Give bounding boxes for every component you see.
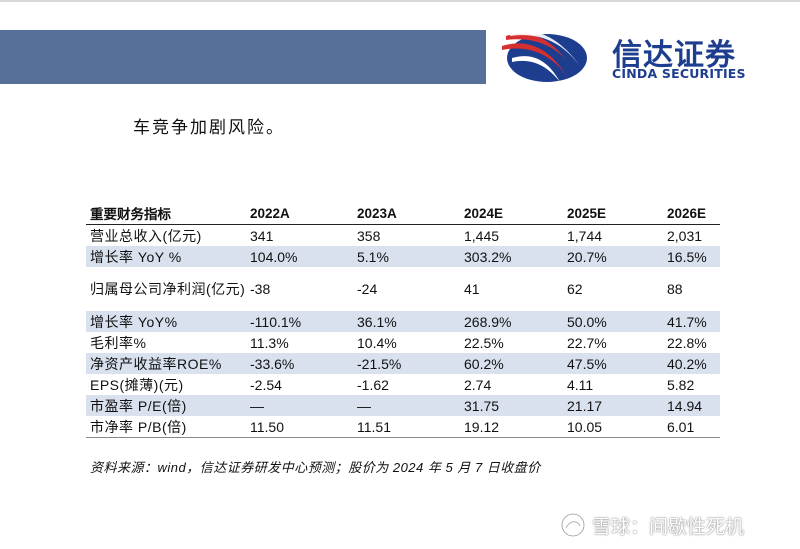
table-cell: 41 [464, 281, 480, 297]
table-cell: 6.01 [667, 418, 695, 435]
table-cell: 16.5% [663, 246, 720, 267]
table-cell: -21.5% [353, 353, 460, 374]
row-label: 增长率 YoY% [86, 311, 246, 332]
cinda-emblem-icon [502, 30, 587, 82]
table-cell: 5.1% [353, 246, 460, 267]
table-row: 增长率 YoY % 104.0% 5.1% 303.2% 20.7% 16.5% [86, 246, 720, 267]
table-header-row: 重要财务指标 2022A 2023A 2024E 2025E 2026E [86, 202, 720, 225]
table-cell: 22.8% [667, 334, 707, 351]
xueqiu-snowball-icon [560, 512, 586, 538]
table-cell: 303.2% [460, 246, 563, 267]
row-label: 毛利率% [90, 334, 147, 351]
table-cell: 22.7% [567, 334, 607, 351]
table-cell: 104.0% [246, 246, 353, 267]
watermark-text: 雪球：间歇性死机 [592, 515, 745, 538]
column-header: 2022A [250, 205, 290, 221]
table-cell: 19.12 [464, 418, 500, 435]
table-cell: -33.6% [246, 353, 353, 374]
table-row: 营业总收入(亿元) 341 358 1,445 1,744 2,031 [86, 225, 720, 247]
table-cell: 50.0% [563, 311, 663, 332]
table-cell: 11.51 [357, 418, 391, 435]
xueqiu-watermark: 雪球：间歇性死机 [560, 511, 744, 539]
table-cell: 60.2% [460, 353, 563, 374]
table-cell: 31.75 [460, 395, 563, 416]
table-cell: 1,744 [567, 227, 603, 244]
table-cell: 1,445 [464, 227, 500, 244]
row-label: 归属母公司净利润(亿元) [90, 281, 246, 297]
column-header: 2023A [357, 205, 397, 221]
table-cell: 358 [357, 227, 381, 244]
table-cell: 22.5% [464, 334, 504, 351]
table-row: 净资产收益率ROE% -33.6% -21.5% 60.2% 47.5% 40.… [86, 353, 720, 374]
table-cell: — [353, 395, 460, 416]
table-cell: 2,031 [667, 227, 703, 244]
source-note: 资料来源：wind，信达证券研发中心预测；股价为 2024 年 5 月 7 日收… [90, 460, 541, 475]
table-cell: -38 [250, 281, 271, 297]
table-cell: 4.11 [567, 376, 594, 393]
table-cell: 88 [667, 281, 683, 297]
table-cell: 62 [567, 281, 583, 297]
cinda-logo: 信达证券 CINDA SECURITIES [500, 24, 800, 88]
top-rule [0, 0, 800, 2]
row-label: 营业总收入(亿元) [90, 227, 202, 244]
table-cell: 36.1% [353, 311, 460, 332]
table-cell: -1.62 [357, 376, 389, 393]
table-cell: 20.7% [563, 246, 663, 267]
header-band [0, 30, 486, 84]
table-cell: 341 [250, 227, 274, 244]
row-label: 增长率 YoY % [86, 246, 246, 267]
table-cell: 41.7% [663, 311, 720, 332]
table-row: 市净率 P/B(倍) 11.50 11.51 19.12 10.05 6.01 [86, 416, 720, 438]
row-label: EPS(摊薄)(元) [90, 376, 184, 393]
row-label: 市盈率 P/E(倍) [86, 395, 246, 416]
table-row: 增长率 YoY% -110.1% 36.1% 268.9% 50.0% 41.7… [86, 311, 720, 332]
column-header: 2025E [567, 205, 607, 221]
column-header: 2026E [667, 205, 707, 221]
table-cell: 11.3% [250, 334, 289, 351]
table-cell: -110.1% [246, 311, 353, 332]
table-row: 毛利率% 11.3% 10.4% 22.5% 22.7% 22.8% [86, 332, 720, 353]
table-cell: 14.94 [663, 395, 720, 416]
table-cell: 2.74 [464, 376, 492, 393]
table-row: 归属母公司净利润(亿元) -38 -24 41 62 88 [86, 267, 720, 311]
column-header: 重要财务指标 [90, 207, 171, 222]
table-row: 市盈率 P/E(倍) — — 31.75 21.17 14.94 [86, 395, 720, 416]
brand-name-cn: 信达证券 [612, 38, 736, 73]
table-cell: — [246, 395, 353, 416]
table-cell: 5.82 [667, 376, 695, 393]
column-header: 2024E [464, 205, 504, 221]
table-cell: 11.50 [250, 418, 284, 435]
table-cell: 10.4% [357, 334, 397, 351]
table-cell: -2.54 [250, 376, 282, 393]
table-cell: 268.9% [460, 311, 563, 332]
financial-table: 重要财务指标 2022A 2023A 2024E 2025E 2026E 营业总… [86, 202, 720, 438]
table-cell: -24 [357, 281, 378, 297]
table-cell: 40.2% [663, 353, 720, 374]
brand-name-en: CINDA SECURITIES [612, 66, 746, 81]
table-cell: 21.17 [563, 395, 663, 416]
table-row: EPS(摊薄)(元) -2.54 -1.62 2.74 4.11 5.82 [86, 374, 720, 395]
table-cell: 10.05 [567, 418, 603, 435]
table-cell: 47.5% [563, 353, 663, 374]
row-label: 净资产收益率ROE% [86, 353, 246, 374]
intro-text: 车竞争加剧风险。 [133, 118, 285, 138]
row-label: 市净率 P/B(倍) [90, 418, 187, 435]
